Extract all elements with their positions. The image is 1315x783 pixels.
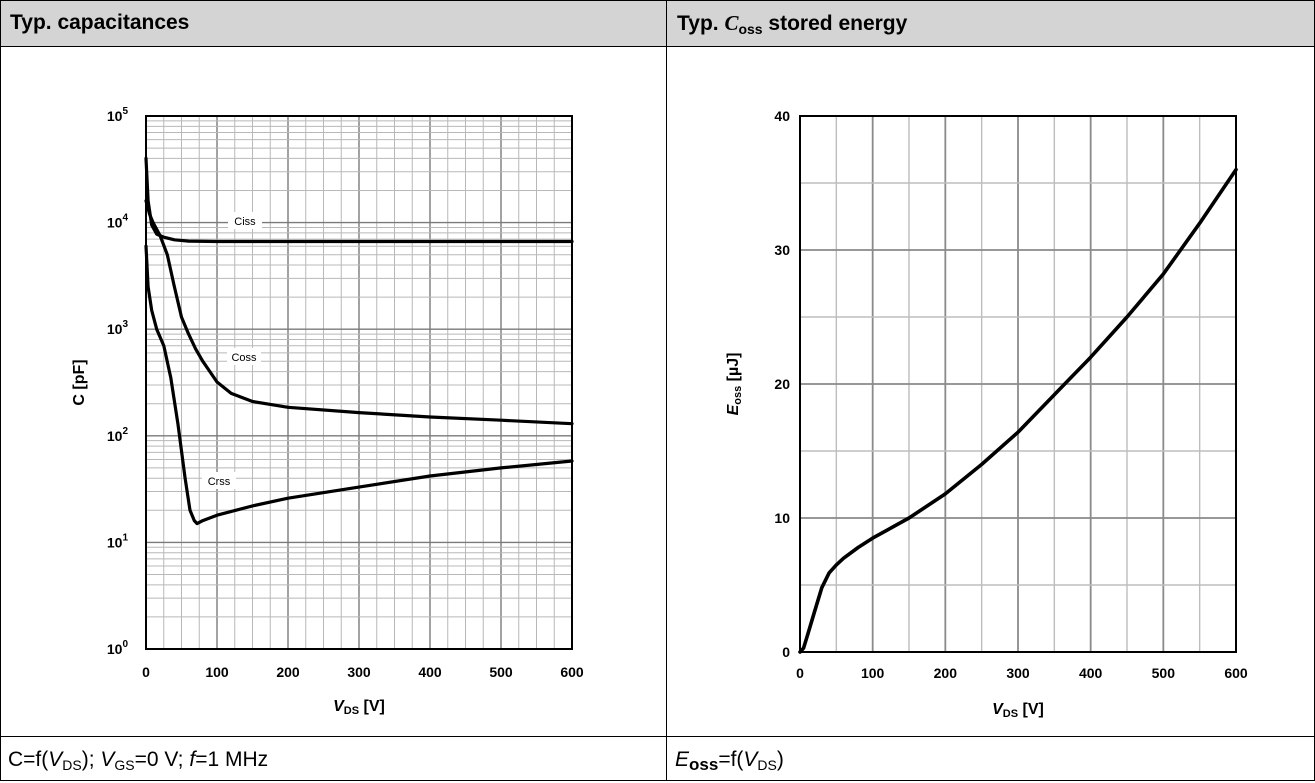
y-tick-label: 100 — [107, 639, 129, 657]
x-tick-label: 0 — [796, 665, 804, 681]
caption-var: V — [743, 748, 758, 771]
panel-right-title-suffix: stored energy — [762, 12, 908, 35]
caption-var: V — [48, 748, 63, 771]
y-tick-label: 40 — [774, 108, 790, 124]
caption-var: E — [675, 748, 690, 771]
caption-sub: DS — [757, 757, 777, 773]
x-tick-label: 300 — [347, 664, 371, 680]
x-axis-label: VDS [V] — [333, 698, 385, 717]
series-label-bg — [227, 348, 261, 365]
x-tick-label: 600 — [560, 664, 584, 680]
x-tick-label: 500 — [1152, 665, 1176, 681]
panel-right-title-prefix: Typ. — [677, 12, 725, 35]
x-tick-label: 100 — [205, 664, 229, 680]
panel-right-caption: Eoss=f(VDS) — [667, 737, 1315, 781]
x-tick-label: 400 — [1079, 665, 1103, 681]
x-tick-label: 300 — [1006, 665, 1030, 681]
x-tick-label: 200 — [934, 665, 958, 681]
table-border — [0, 0, 1315, 1]
y-tick-label: 0 — [782, 644, 790, 660]
caption-var: f — [189, 748, 196, 771]
panel-left-title-text: Typ. capacitances — [10, 11, 190, 34]
y-tick-label: 103 — [107, 319, 129, 337]
series-line-coss — [144, 199, 574, 426]
series-label-bg — [228, 212, 262, 229]
x-tick-label: 400 — [418, 664, 442, 680]
y-tick-label: 20 — [774, 376, 790, 392]
caption-var: V — [100, 748, 115, 771]
panel-right-title-symbol: C — [724, 11, 739, 35]
plot-frame — [145, 115, 573, 650]
caption-text: C=f( — [8, 748, 49, 771]
panel-right-title-sub: oss — [738, 21, 763, 37]
series-label-ciss: Ciss — [234, 216, 256, 228]
caption-sub: GS — [114, 757, 135, 773]
series-line-eoss — [798, 167, 1238, 654]
y-axis-label: C [pF] — [71, 359, 88, 405]
y-tick-label: 10 — [774, 510, 790, 526]
series-line-crss — [144, 244, 574, 526]
y-tick-label: 102 — [107, 426, 129, 444]
panel-left-title: Typ. capacitances — [0, 0, 666, 46]
table-border — [666, 0, 667, 781]
y-tick-label: 104 — [107, 213, 129, 231]
series-label-bg — [202, 472, 236, 489]
x-tick-label: 500 — [489, 664, 513, 680]
panel-right-title: Typ. Coss stored energy — [667, 0, 1315, 46]
y-tick-label: 105 — [107, 106, 129, 124]
y-tick-label: 30 — [774, 242, 790, 258]
plot-frame — [799, 115, 1237, 653]
caption-text: =1 MHz — [195, 748, 269, 771]
caption-sub: DS — [62, 757, 82, 773]
table-border — [0, 46, 1315, 47]
energy-chart: 0 100 200 300 400 500 600 0 10 20 30 40 VDS [V] Eoss … — [725, 108, 1248, 720]
caption-text: =f( — [718, 748, 744, 771]
series-label-coss: Coss — [231, 352, 257, 364]
x-tick-label: 0 — [142, 664, 150, 680]
x-tick-label: 100 — [861, 665, 885, 681]
x-axis-label: VDS [V] — [992, 701, 1044, 720]
panel-left-caption: C=f(VDS); VGS=0 V; f=1 MHz — [0, 737, 666, 781]
caption-sub: oss — [689, 755, 719, 774]
y-tick-label: 101 — [107, 532, 129, 550]
caption-text: =0 V; — [134, 748, 190, 771]
table-border — [0, 736, 1315, 737]
capacitance-chart: 0 100 200 300 400 500 600 100 101 102 103 104 105 VDS… — [71, 106, 584, 717]
x-tick-label: 200 — [276, 664, 300, 680]
x-tick-label: 600 — [1224, 665, 1248, 681]
caption-text: ) — [776, 748, 784, 771]
series-label-crss: Crss — [208, 476, 231, 488]
series-line-ciss — [144, 156, 574, 244]
table-border — [0, 0, 1, 781]
caption-text: ); — [81, 748, 101, 771]
y-axis-label: Eoss [µJ] — [725, 353, 744, 416]
